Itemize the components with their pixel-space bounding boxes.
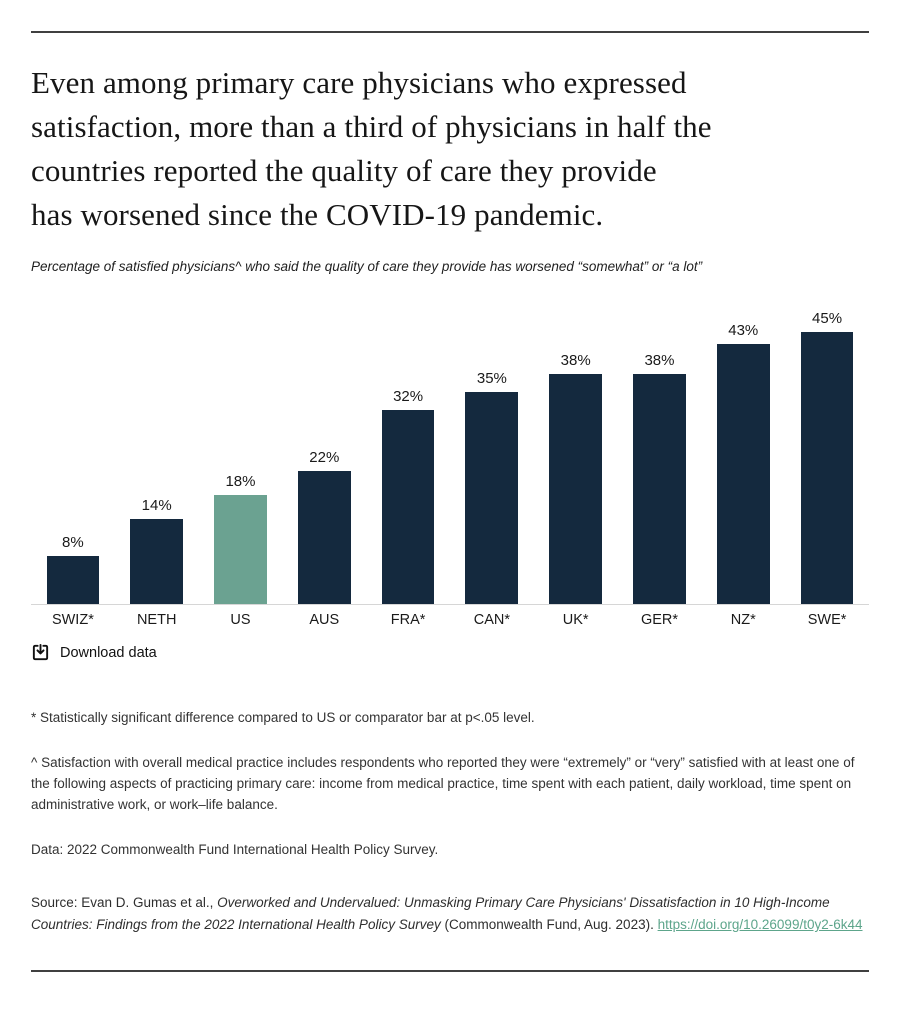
bar xyxy=(465,392,519,604)
bar-column: 32% xyxy=(366,388,450,604)
x-axis-label: US xyxy=(230,612,251,628)
x-axis-label: NZ* xyxy=(730,612,756,628)
bar-value-label: 14% xyxy=(141,497,172,515)
x-axis-label: SWE* xyxy=(807,612,847,628)
plot-area: 8% 14% 18% 22% 32% 35% 38% 38% 43% 45% xyxy=(31,305,869,605)
bar xyxy=(130,519,184,604)
bar-value-label: 38% xyxy=(644,352,675,370)
source-suffix: (Commonwealth Fund, Aug. 2023). xyxy=(440,917,658,932)
x-axis-label: CAN* xyxy=(473,612,511,628)
x-axis-label: AUS xyxy=(309,612,340,628)
title-line: countries reported the quality of care t… xyxy=(31,153,657,188)
bottom-divider xyxy=(31,970,869,972)
footnote-data: Data: 2022 Commonwealth Fund Internation… xyxy=(31,842,439,857)
bar-column: 35% xyxy=(450,370,534,604)
top-divider xyxy=(31,31,869,33)
page: Even among primary care physicians who e… xyxy=(0,31,900,972)
bar-column: 18% xyxy=(199,473,283,604)
bar-column: 22% xyxy=(282,449,366,604)
x-axis-label: GER* xyxy=(640,612,679,628)
download-icon xyxy=(32,643,49,661)
source-citation: Source: Evan D. Gumas et al., Overworked… xyxy=(31,892,869,936)
x-axis-label: SWIZ* xyxy=(51,612,94,628)
bar xyxy=(46,555,100,604)
bar-column: 14% xyxy=(115,497,199,604)
doi-link[interactable]: https://doi.org/10.26099/t0y2-6k44 xyxy=(657,917,863,932)
source-prefix: Source: Evan D. Gumas et al., xyxy=(31,895,218,910)
bar xyxy=(716,343,770,604)
x-axis-label: FRA* xyxy=(390,612,426,628)
x-axis-label: UK* xyxy=(562,612,589,628)
bar-column: 38% xyxy=(534,352,618,604)
bar-value-label: 38% xyxy=(560,352,591,370)
bar-value-label: 18% xyxy=(225,473,256,491)
title-line: satisfaction, more than a third of physi… xyxy=(31,109,712,144)
bar xyxy=(381,410,435,604)
bar-column: 38% xyxy=(618,352,702,604)
bar xyxy=(549,374,603,604)
source-report-title: Overworked and Undervalued: Unmasking Pr… xyxy=(31,895,830,932)
x-axis-labels: SWIZ* NETH US AUS FRA* CAN* UK* GER* NZ* SWE* xyxy=(31,605,869,628)
x-axis-label: NETH xyxy=(136,612,177,628)
download-label: Download data xyxy=(60,644,157,661)
bar-chart: 8% 14% 18% 22% 32% 35% 38% 38% 43% 45% SWIZ* NETH U… xyxy=(31,305,869,628)
footnote-satisfaction-definition: ^ Satisfaction with overall medical prac… xyxy=(31,755,855,812)
bar xyxy=(633,374,686,604)
bar-value-label: 45% xyxy=(812,309,843,327)
bar-value-label: 22% xyxy=(309,448,340,466)
page-title: Even among primary care physicians who e… xyxy=(31,61,869,237)
bar-value-label: 32% xyxy=(393,388,424,406)
bar-value-label: 35% xyxy=(476,370,507,388)
bar xyxy=(800,331,854,604)
bar-value-label: 43% xyxy=(728,321,759,339)
title-line: Even among primary care physicians who e… xyxy=(31,65,687,100)
title-line: has worsened since the COVID-19 pandemic… xyxy=(31,197,604,232)
bar xyxy=(297,470,351,604)
bar-highlighted xyxy=(214,495,267,604)
download-data-link[interactable]: Download data xyxy=(31,643,157,662)
footnote-significance: * Statistically significant difference c… xyxy=(31,710,535,725)
bar-column: 8% xyxy=(31,534,115,604)
bar-column: 43% xyxy=(701,322,785,604)
bar-value-label: 8% xyxy=(62,533,84,551)
chart-subtitle: Percentage of satisfied physicians^ who … xyxy=(31,259,703,274)
bar-column: 45% xyxy=(785,310,869,604)
